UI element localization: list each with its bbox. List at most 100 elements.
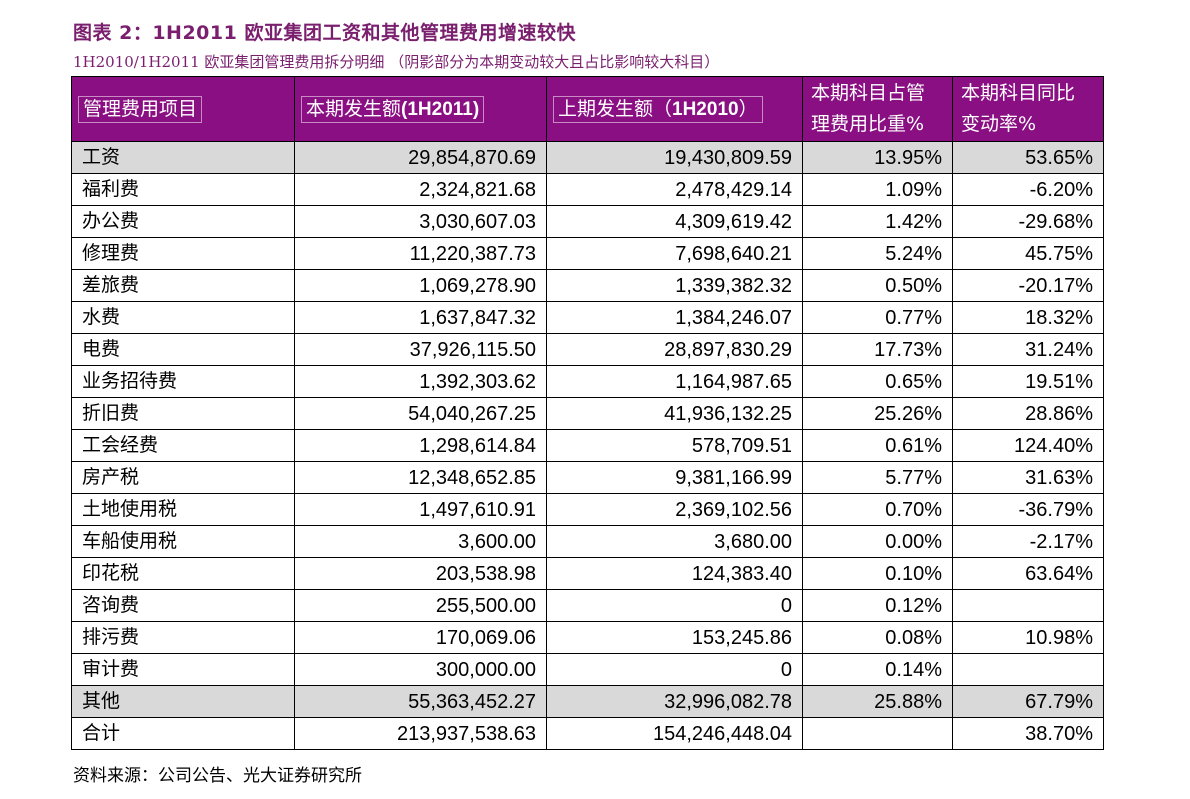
cell-item-name: 其他 — [71, 685, 295, 718]
table-row: 工资 29,854,870.69 19,430,809.59 13.95% 53.65% — [71, 141, 1104, 174]
cell-current-amount: 1,637,847.32 — [294, 301, 547, 334]
table-row: 审计费 300,000.00 0 0.14% — [71, 653, 1104, 686]
source-note: 资料来源：公司公告、光大证券研究所 — [73, 766, 362, 786]
cell-current-amount: 29,854,870.69 — [294, 141, 547, 174]
cell-previous-amount: 2,369,102.56 — [546, 493, 803, 526]
header-item-label: 管理费用项目 — [78, 95, 203, 123]
cell-share-percent: 0.65% — [802, 365, 953, 398]
cell-previous-amount: 32,996,082.78 — [546, 685, 803, 718]
header-current: 本期发生额(1H2011) — [294, 76, 547, 142]
cell-item-name: 工会经费 — [71, 429, 295, 462]
cell-change-percent: 67.79% — [952, 685, 1104, 718]
cell-change-percent: 19.51% — [952, 365, 1104, 398]
header-previous-mid: 1H2010 — [672, 98, 739, 120]
cell-change-percent: -6.20% — [952, 173, 1104, 206]
cell-change-percent — [952, 653, 1104, 686]
cell-share-percent: 0.77% — [802, 301, 953, 334]
cell-item-name: 修理费 — [71, 237, 295, 270]
cell-previous-amount: 19,430,809.59 — [546, 141, 803, 174]
table-row: 其他 55,363,452.27 32,996,082.78 25.88% 67.79% — [71, 685, 1104, 718]
table-row: 差旅费 1,069,278.90 1,339,382.32 0.50% -20.17% — [71, 269, 1104, 302]
cell-item-name: 合计 — [71, 717, 295, 750]
table-body: 工资 29,854,870.69 19,430,809.59 13.95% 53.65%… — [71, 141, 1104, 750]
cell-share-percent: 5.77% — [802, 461, 953, 494]
cell-current-amount: 1,497,610.91 — [294, 493, 547, 526]
cell-item-name: 电费 — [71, 333, 295, 366]
table-row: 合计 213,937,538.63 154,246,448.04 38.70% — [71, 717, 1104, 750]
header-previous: 上期发生额（1H2010） — [546, 76, 803, 142]
header-current-label: 本期发生额(1H2011) — [301, 95, 485, 123]
cell-change-percent: 63.64% — [952, 557, 1104, 590]
cell-current-amount: 1,392,303.62 — [294, 365, 547, 398]
cell-previous-amount: 0 — [546, 653, 803, 686]
cell-item-name: 车船使用税 — [71, 525, 295, 558]
header-share-line1: 本期科目占管 — [811, 82, 926, 104]
cell-share-percent: 17.73% — [802, 333, 953, 366]
cell-share-percent: 0.61% — [802, 429, 953, 462]
cell-change-percent: 53.65% — [952, 141, 1104, 174]
cell-previous-amount: 1,339,382.32 — [546, 269, 803, 302]
cell-share-percent: 0.50% — [802, 269, 953, 302]
cell-change-percent: -36.79% — [952, 493, 1104, 526]
cell-item-name: 差旅费 — [71, 269, 295, 302]
cell-item-name: 工资 — [71, 141, 295, 174]
header-share: 本期科目占管 理费用比重% — [802, 76, 953, 142]
cell-change-percent: 31.63% — [952, 461, 1104, 494]
cell-previous-amount: 1,384,246.07 — [546, 301, 803, 334]
table-row: 水费 1,637,847.32 1,384,246.07 0.77% 18.32% — [71, 301, 1104, 334]
cell-share-percent: 25.26% — [802, 397, 953, 430]
header-previous-suffix: ） — [738, 97, 758, 120]
cell-item-name: 水费 — [71, 301, 295, 334]
cell-change-percent: -2.17% — [952, 525, 1104, 558]
header-change: 本期科目同比 变动率% — [952, 76, 1104, 142]
cell-change-percent: -20.17% — [952, 269, 1104, 302]
cell-change-percent: 28.86% — [952, 397, 1104, 430]
cell-item-name: 折旧费 — [71, 397, 295, 430]
cell-current-amount: 300,000.00 — [294, 653, 547, 686]
cell-share-percent: 1.09% — [802, 173, 953, 206]
header-current-suffix: (1H2011) — [401, 98, 480, 120]
table-row: 土地使用税 1,497,610.91 2,369,102.56 0.70% -36.79… — [71, 493, 1104, 526]
cell-current-amount: 1,298,614.84 — [294, 429, 547, 462]
cell-current-amount: 1,069,278.90 — [294, 269, 547, 302]
cell-item-name: 印花税 — [71, 557, 295, 590]
cell-share-percent: 0.70% — [802, 493, 953, 526]
figure-subtitle: 1H2010/1H2011 欧亚集团管理费用拆分明细 （阴影部分为本期变动较大且… — [73, 53, 720, 71]
cell-item-name: 房产税 — [71, 461, 295, 494]
cell-share-percent: 1.42% — [802, 205, 953, 238]
cell-previous-amount: 0 — [546, 589, 803, 622]
cell-previous-amount: 124,383.40 — [546, 557, 803, 590]
cell-current-amount: 170,069.06 — [294, 621, 547, 654]
cell-previous-amount: 1,164,987.65 — [546, 365, 803, 398]
cell-item-name: 福利费 — [71, 173, 295, 206]
cell-previous-amount: 4,309,619.42 — [546, 205, 803, 238]
cell-change-percent: 18.32% — [952, 301, 1104, 334]
table-row: 工会经费 1,298,614.84 578,709.51 0.61% 124.40% — [71, 429, 1104, 462]
table-header-row: 管理费用项目 本期发生额(1H2011) 上期发生额（1H2010） 本期科目占… — [71, 76, 1104, 142]
cell-share-percent: 0.08% — [802, 621, 953, 654]
header-current-prefix: 本期发生额 — [306, 97, 402, 120]
cell-share-percent: 13.95% — [802, 141, 953, 174]
cell-current-amount: 54,040,267.25 — [294, 397, 547, 430]
cell-change-percent: 31.24% — [952, 333, 1104, 366]
cell-previous-amount: 578,709.51 — [546, 429, 803, 462]
cell-change-percent: 124.40% — [952, 429, 1104, 462]
cell-previous-amount: 3,680.00 — [546, 525, 803, 558]
header-previous-prefix: 上期发生额（ — [558, 97, 673, 120]
cell-current-amount: 3,600.00 — [294, 525, 547, 558]
cell-item-name: 土地使用税 — [71, 493, 295, 526]
header-previous-label: 上期发生额（1H2010） — [553, 95, 763, 123]
cell-previous-amount: 41,936,132.25 — [546, 397, 803, 430]
table-row: 印花税 203,538.98 124,383.40 0.10% 63.64% — [71, 557, 1104, 590]
figure-title: 图表 2：1H2011 欧亚集团工资和其他管理费用增速较快 — [73, 22, 576, 44]
cell-current-amount: 2,324,821.68 — [294, 173, 547, 206]
cell-previous-amount: 28,897,830.29 — [546, 333, 803, 366]
cell-item-name: 审计费 — [71, 653, 295, 686]
cell-change-percent — [952, 589, 1104, 622]
table-row: 业务招待费 1,392,303.62 1,164,987.65 0.65% 19.51% — [71, 365, 1104, 398]
cell-item-name: 办公费 — [71, 205, 295, 238]
table-row: 排污费 170,069.06 153,245.86 0.08% 10.98% — [71, 621, 1104, 654]
cell-share-percent: 0.00% — [802, 525, 953, 558]
cell-change-percent: 38.70% — [952, 717, 1104, 750]
header-item: 管理费用项目 — [71, 76, 295, 142]
